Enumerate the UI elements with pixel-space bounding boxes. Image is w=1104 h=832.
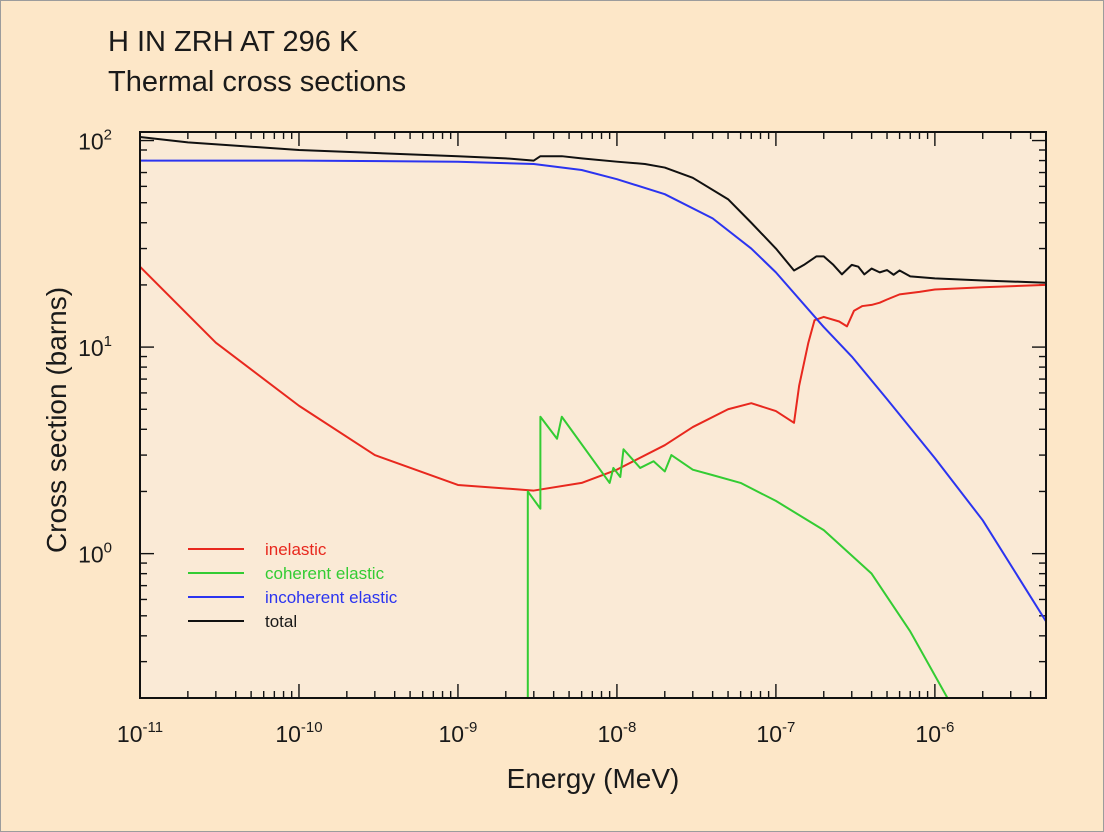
series-lines bbox=[140, 136, 1046, 698]
x-tick-label: 10-11 bbox=[117, 719, 163, 747]
legend-label: inelastic bbox=[265, 540, 327, 559]
legend: inelastic coherent elastic incoherent elas… bbox=[188, 540, 398, 631]
series-line-incoherent-elastic bbox=[140, 159, 1046, 622]
plot-frame bbox=[139, 131, 1047, 699]
x-tick-label: 10-10 bbox=[275, 719, 322, 747]
chart-title: H IN ZRH AT 296 K bbox=[108, 26, 359, 58]
y-tick-label: 100 bbox=[78, 540, 112, 568]
y-axis-label: Cross section (barns) bbox=[41, 287, 72, 553]
y-tick-label: 101 bbox=[78, 333, 112, 361]
x-tick-label: 10-7 bbox=[756, 719, 795, 747]
legend-label: incoherent elastic bbox=[265, 588, 398, 607]
chart-subtitle: Thermal cross sections bbox=[108, 66, 407, 98]
tick-marks bbox=[139, 132, 1047, 699]
series-line-total bbox=[140, 136, 1046, 284]
legend-label: coherent elastic bbox=[265, 564, 385, 583]
x-tick-labels: 10-11 10-10 10-9 10-8 10-7 10-6 bbox=[117, 719, 954, 747]
x-axis-label: Energy (MeV) bbox=[507, 763, 680, 794]
x-tick-label: 10-9 bbox=[438, 719, 477, 747]
plot-area bbox=[140, 132, 1046, 698]
series-line-coherent-elastic bbox=[526, 415, 949, 698]
y-tick-labels: 100 101 102 bbox=[78, 127, 112, 568]
x-tick-label: 10-6 bbox=[915, 719, 954, 747]
series-line-inelastic bbox=[140, 266, 1046, 492]
y-tick-label: 102 bbox=[78, 127, 112, 155]
x-tick-label: 10-8 bbox=[597, 719, 636, 747]
legend-label: total bbox=[265, 612, 297, 631]
